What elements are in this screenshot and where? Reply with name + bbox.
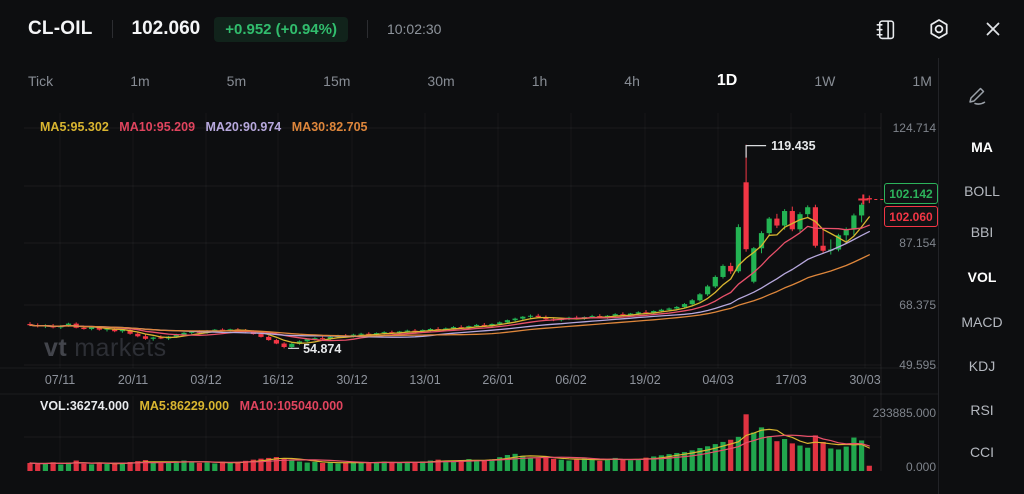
volume-axis-max-label: 233885.000 <box>872 406 936 420</box>
tab-15m[interactable]: 15m <box>323 73 351 89</box>
x-tick-label: 30/12 <box>336 373 368 387</box>
tab-30m[interactable]: 30m <box>427 73 455 89</box>
tab-1m[interactable]: 1m <box>130 73 150 89</box>
clock: 10:02:30 <box>386 21 442 37</box>
vol-ma10-value: MA10:105040.000 <box>239 399 344 413</box>
indicator-rsi[interactable]: RSI <box>970 402 994 418</box>
x-tick-label: 20/11 <box>117 373 149 387</box>
notebook-icon[interactable] <box>874 18 896 40</box>
high-price-label: 119.435 <box>771 138 816 153</box>
header-icons <box>874 0 1024 58</box>
indicator-vol[interactable]: VOL <box>967 269 997 285</box>
volume-legend: VOL:36274.000 MA5:86229.000 MA10:105040.… <box>40 399 350 413</box>
x-tick-label: 07/11 <box>44 373 76 387</box>
volume-axis-zero-label: 0.000 <box>905 460 936 474</box>
timeframe-tabs: Tick 1m 5m 15m 30m 1h 4h 1D 1W 1M <box>24 70 936 92</box>
x-tick-label: 30/03 <box>849 373 881 387</box>
tab-1d[interactable]: 1D <box>716 72 738 89</box>
ma30-value: MA30:82.705 <box>291 120 368 134</box>
watermark-bold: vt <box>44 334 68 362</box>
bid-price-box: 102.060 <box>884 206 938 227</box>
y-tick-label: 124.714 <box>892 121 936 135</box>
y-tick-label: 87.154 <box>899 236 936 250</box>
ma10-value: MA10:95.209 <box>119 120 196 134</box>
tab-4h[interactable]: 4h <box>624 73 640 89</box>
x-tick-label: 06/02 <box>555 373 587 387</box>
x-tick-label: 16/12 <box>262 373 294 387</box>
ma20-value: MA20:90.974 <box>205 120 282 134</box>
chart-plot-area[interactable] <box>0 112 884 494</box>
indicator-macd[interactable]: MACD <box>961 314 1003 330</box>
x-tick-label: 13/01 <box>409 373 441 387</box>
x-tick-label: 03/12 <box>190 373 222 387</box>
broker-watermark: vt markets <box>44 334 167 363</box>
indicator-rail: MA BOLL BBI VOL MACD KDJ RSI CCI <box>938 58 1024 494</box>
divider <box>366 20 368 38</box>
x-tick-label: 26/01 <box>482 373 514 387</box>
tab-1w[interactable]: 1W <box>814 73 836 89</box>
last-price: 102.060 <box>131 18 201 39</box>
low-price-label: 54.874 <box>303 342 342 357</box>
ma5-value: MA5:95.302 <box>40 120 109 134</box>
ask-price-box: 102.142 <box>884 183 938 204</box>
tab-tick[interactable]: Tick <box>28 73 54 89</box>
indicator-ma[interactable]: MA <box>971 139 993 155</box>
x-tick-label: 17/03 <box>775 373 807 387</box>
header: CL-OIL 102.060 +0.952 (+0.94%) 10:02:30 <box>0 0 1024 58</box>
divider <box>111 20 113 38</box>
x-tick-label: 19/02 <box>629 373 661 387</box>
tab-5m[interactable]: 5m <box>226 73 247 89</box>
indicator-cci[interactable]: CCI <box>969 444 995 460</box>
tab-1m-month[interactable]: 1M <box>912 73 932 89</box>
close-icon[interactable] <box>982 18 1004 40</box>
watermark-light: markets <box>74 334 167 362</box>
vol-value: VOL:36274.000 <box>40 399 129 413</box>
indicator-kdj[interactable]: KDJ <box>968 358 996 374</box>
tab-1h[interactable]: 1h <box>531 73 548 89</box>
symbol-title: CL-OIL <box>28 18 93 39</box>
indicator-boll[interactable]: BOLL <box>964 183 1000 199</box>
y-tick-label: 49.595 <box>899 358 936 372</box>
ma-legend: MA5:95.302 MA10:95.209 MA20:90.974 MA30:… <box>40 120 375 134</box>
x-tick-label: 04/03 <box>702 373 734 387</box>
gear-icon[interactable] <box>928 18 950 40</box>
y-tick-label: 68.375 <box>899 298 936 312</box>
change-badge: +0.952 (+0.94%) <box>214 16 348 42</box>
pencil-icon[interactable] <box>966 84 990 108</box>
vol-ma5-value: MA5:86229.000 <box>139 399 230 413</box>
indicator-bbi[interactable]: BBI <box>970 224 994 240</box>
